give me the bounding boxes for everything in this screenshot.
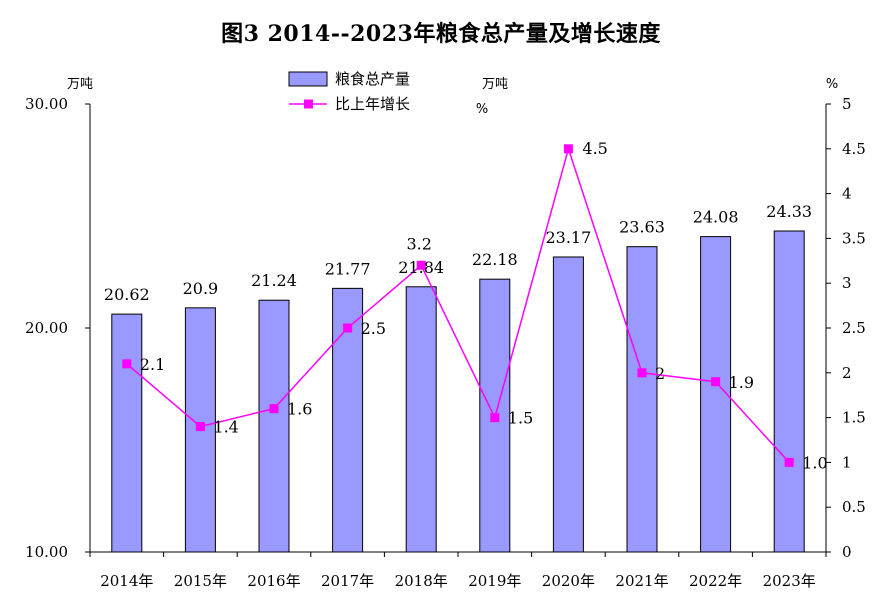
y-right-tick-label: 3.5 — [842, 229, 866, 247]
line-data-label: 1.5 — [508, 409, 533, 428]
line-data-label: 1.0 — [802, 453, 827, 472]
line-data-label: 1.9 — [729, 373, 754, 392]
bar-data-label: 24.08 — [693, 208, 739, 227]
bar-data-label: 20.62 — [104, 285, 150, 304]
bar-data-label: 21.77 — [325, 259, 371, 278]
bar-data-label: 24.33 — [766, 202, 812, 221]
legend-bar-label: 粮食总产量 — [335, 70, 410, 88]
growth-point — [416, 260, 426, 270]
y-right-tick-label: 2 — [842, 364, 852, 382]
legend-line-label: 比上年增长 — [335, 95, 410, 113]
growth-point — [563, 144, 573, 154]
x-tick-label: 2021年 — [615, 572, 668, 590]
y-left-unit: 万吨 — [67, 77, 93, 92]
chart-title: 图3 2014--2023年粮食总产量及增长速度 — [221, 21, 661, 47]
line-layer — [122, 144, 794, 467]
line-data-label: 1.6 — [287, 400, 312, 419]
x-tick-label: 2015年 — [174, 572, 227, 590]
y-right-tick-label: 1 — [842, 453, 852, 471]
bar-data-label: 23.17 — [545, 228, 591, 247]
growth-point — [122, 359, 132, 369]
x-tick-label: 2017年 — [321, 572, 374, 590]
bar-data-label: 20.9 — [183, 279, 219, 298]
bar — [258, 299, 290, 553]
line-data-label: 2 — [655, 364, 665, 383]
legend-bar-swatch — [288, 71, 328, 87]
line-data-label: 2.5 — [361, 319, 386, 338]
bars-layer — [111, 230, 805, 553]
y-right-tick-label: 5 — [842, 95, 852, 113]
x-tick-label: 2014年 — [100, 572, 153, 590]
growth-point — [195, 422, 205, 432]
y-right-tick-label: 1.5 — [842, 409, 866, 427]
growth-line — [126, 146, 790, 463]
y-left-tick-label: 20.00 — [25, 319, 68, 337]
line-data-label: 1.4 — [213, 418, 238, 437]
y-right-tick-label: 4 — [842, 185, 852, 203]
legend-line-marker — [304, 99, 313, 109]
y-right-tick-label: 2.5 — [842, 319, 866, 337]
bar — [111, 313, 143, 553]
bar — [700, 236, 732, 553]
growth-point — [269, 404, 279, 414]
y-right-tick-label: 4.5 — [842, 140, 866, 158]
x-tick-label: 2016年 — [247, 572, 300, 590]
growth-point — [784, 457, 794, 467]
bar — [552, 256, 584, 553]
growth-point — [490, 413, 500, 423]
legend-unit-1: 万吨 — [482, 77, 508, 92]
x-tick-label: 2022年 — [689, 572, 742, 590]
bar — [773, 230, 805, 553]
x-tick-label: 2019年 — [468, 572, 521, 590]
labels-layer: 20.62 20.9 21.24 21.77 21.84 22.18 23.17 23.63 2… — [104, 139, 828, 473]
y-right-tick-label: 0 — [842, 543, 852, 561]
bar-data-label: 21.24 — [251, 271, 297, 290]
x-tick-label: 2018年 — [395, 572, 448, 590]
growth-point — [637, 368, 647, 378]
legend-unit-2: % — [476, 102, 488, 117]
y-right-tick-label: 3 — [842, 274, 852, 292]
bar — [626, 246, 658, 553]
y-left-tick-label: 10.00 — [25, 543, 68, 561]
y-left-tick-label: 30.00 — [25, 95, 68, 113]
bar — [405, 286, 437, 553]
growth-point — [711, 377, 721, 387]
growth-point — [343, 323, 353, 333]
bar-data-label: 21.84 — [398, 258, 444, 277]
axes-layer: 10.00 20.00 30.00 0 0.5 1 1.5 2 2.5 3 3.5 4 4.5 5 2014… — [25, 77, 866, 590]
bar-data-label: 22.18 — [472, 250, 518, 269]
x-tick-label: 2020年 — [542, 572, 595, 590]
x-tick-label: 2023年 — [763, 572, 816, 590]
line-data-label: 2.1 — [140, 355, 165, 374]
line-data-label: 4.5 — [582, 139, 607, 158]
y-right-unit: % — [826, 77, 838, 92]
line-data-label: 3.2 — [406, 234, 431, 253]
y-right-tick-label: 0.5 — [842, 498, 866, 516]
bar-data-label: 23.63 — [619, 218, 665, 237]
